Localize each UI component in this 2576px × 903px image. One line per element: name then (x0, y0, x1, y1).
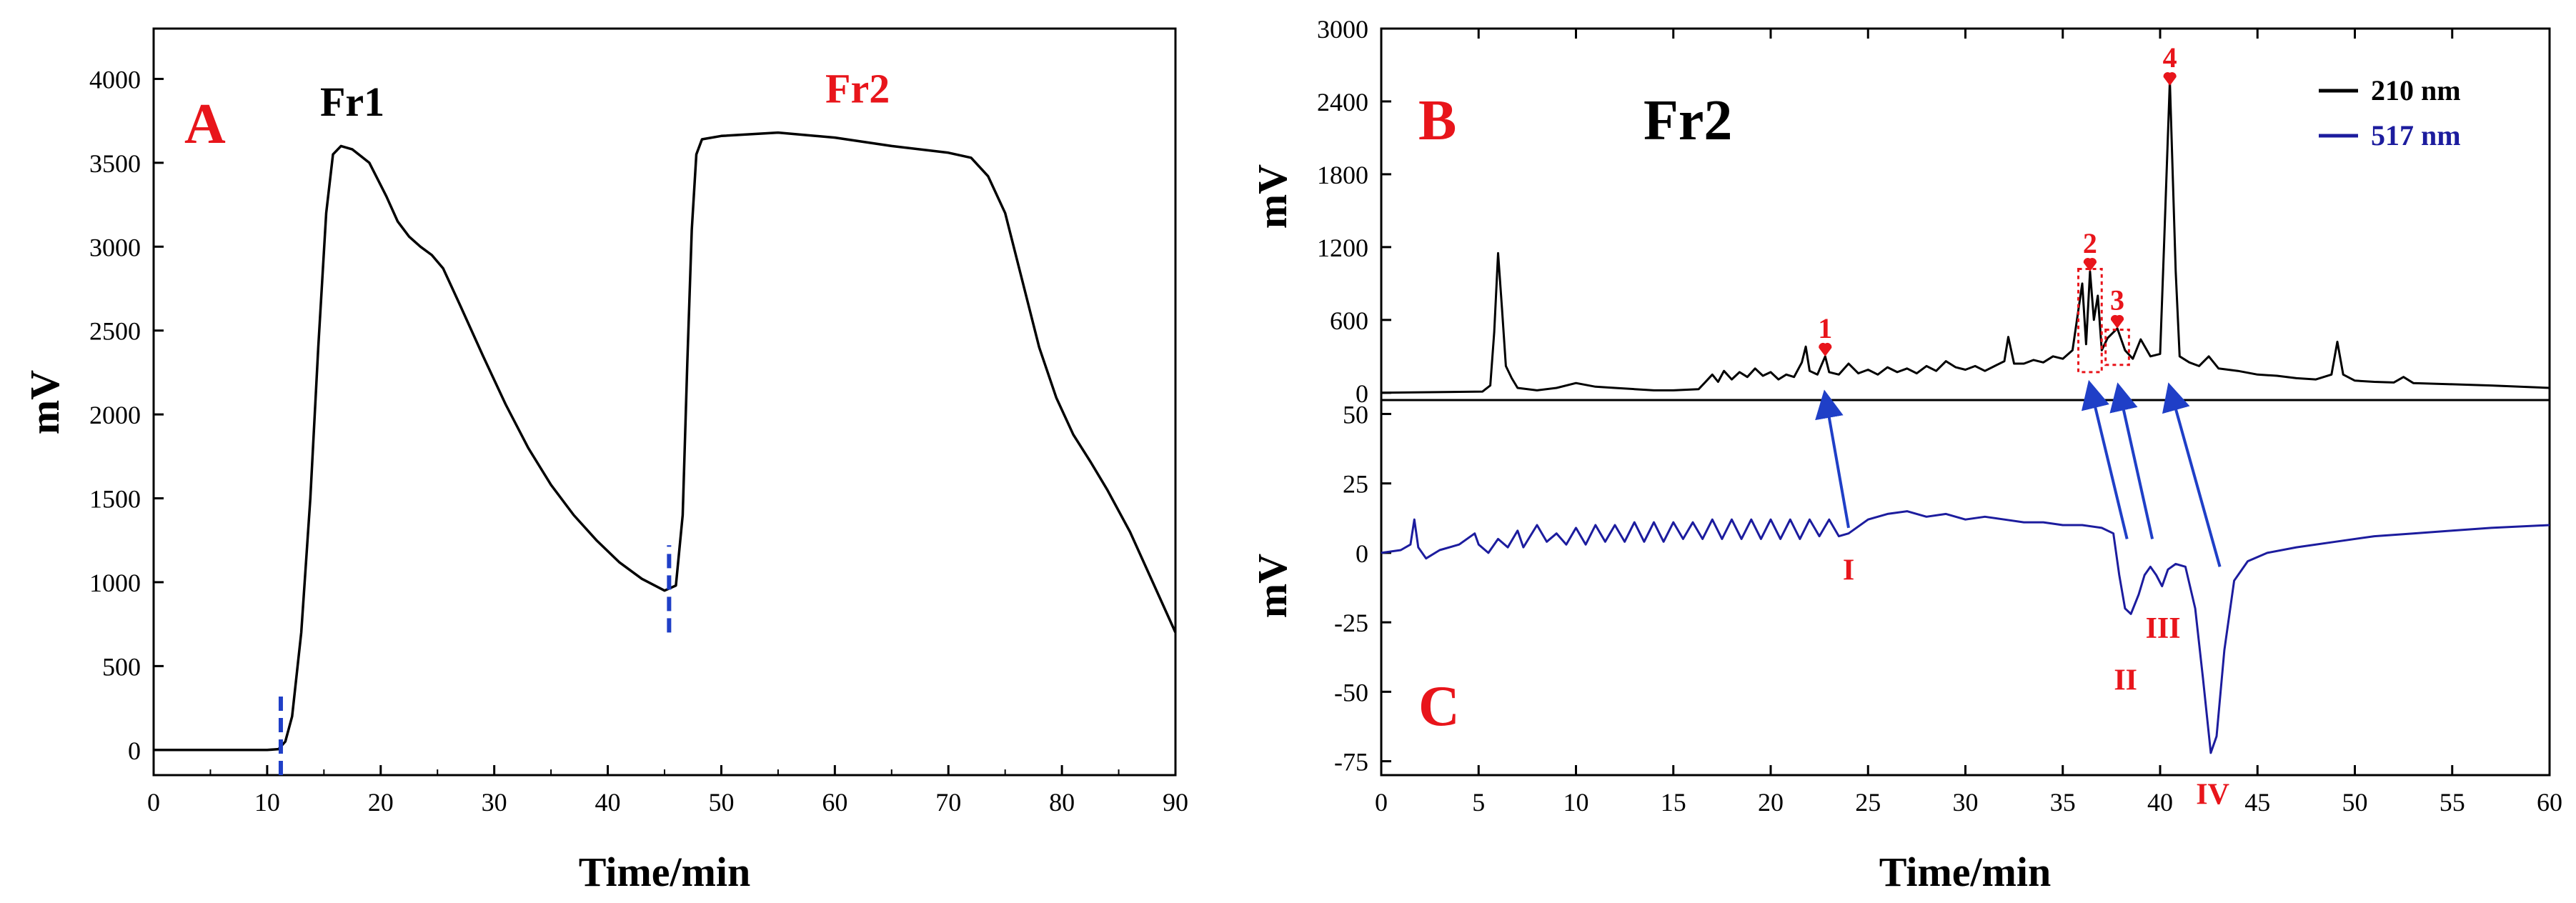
b-peak-label-2: 2 (2083, 227, 2097, 259)
a-y-tick-label: 0 (128, 737, 141, 765)
b-peak-heart-3 (2110, 314, 2124, 329)
panel-b-ylabel: mV (1249, 164, 1296, 229)
a-fraction-label: Fr1 (320, 79, 384, 125)
arrow-II-to-2 (2081, 379, 2129, 539)
panel-b-letter: B (1418, 89, 1456, 152)
a-y-tick-label: 1000 (89, 569, 141, 597)
a-y-tick-label: 3000 (89, 233, 141, 261)
a-x-tick-label: 30 (482, 788, 507, 817)
panel-b-ticks: 0 600 1200 1800 2400 3000 (1317, 15, 2551, 408)
arrow-I-to-1 (1815, 389, 1850, 529)
b-y-tick-label: 1800 (1317, 161, 1368, 189)
a-x-tick-label: 10 (254, 788, 280, 817)
b-peak-box-2 (2077, 267, 2103, 374)
b-y-tick-label: 600 (1330, 306, 1368, 335)
legend-label-210: 210 nm (2371, 74, 2461, 106)
c-x-tick-label: 45 (2244, 788, 2270, 817)
panel-c-series (1381, 510, 2550, 754)
c-x-tick-label: 0 (1375, 788, 1388, 817)
c-peak-label-I: I (1843, 554, 1854, 587)
b-peak-label-4: 4 (2163, 41, 2177, 74)
a-x-tick-label: 90 (1163, 788, 1188, 817)
legend-label-517: 517 nm (2371, 119, 2461, 151)
panel-b-series (1381, 79, 2550, 394)
panel-a-plot-area (152, 27, 1177, 777)
b-y-tick-label: 1200 (1317, 234, 1368, 262)
a-x-tick-label: 50 (708, 788, 734, 817)
c-x-tick-label: 25 (1855, 788, 1881, 817)
a-x-tick-label: 40 (595, 788, 621, 817)
c-y-tick-label: 50 (1343, 400, 1368, 429)
c-peak-label-II: II (2114, 664, 2137, 697)
c-x-tick-label: 50 (2342, 788, 2368, 817)
panel-a-ticks: 0 10 20 30 40 50 60 70 80 90 0 500 1000 1500 2000 2500 3… (89, 65, 1188, 817)
arrow-IV-to-4 (2162, 382, 2222, 567)
peak-correspondence-arrows (1815, 379, 2222, 567)
c-x-tick-label: 60 (2537, 788, 2562, 817)
c-y-tick-label: -25 (1334, 609, 1368, 637)
b-peak-heart-2 (2083, 258, 2097, 271)
c-x-tick-label: 35 (2050, 788, 2076, 817)
b-y-tick-label: 2400 (1317, 88, 1368, 116)
panel-b-fraction-label: Fr2 (1643, 89, 1732, 152)
b-peak-label-1: 1 (1818, 312, 1832, 344)
panel-b-peak-markers: 1 23 4 (1818, 41, 2177, 374)
a-x-tick-label: 70 (935, 788, 961, 817)
c-y-tick-label: 0 (1356, 539, 1368, 568)
panel-a-xlabel: Time/min (579, 849, 751, 895)
panel-c-letter: C (1418, 675, 1460, 738)
legend: 210 nm 517 nm (2319, 74, 2461, 151)
c-x-tick-label: 55 (2440, 788, 2465, 817)
c-x-tick-label: 10 (1563, 788, 1589, 817)
b-peak-heart-4 (2163, 72, 2177, 86)
a-x-tick-label: 0 (147, 788, 160, 817)
b-peak-heart-1 (1819, 342, 1832, 356)
panel-a-series (154, 131, 1177, 752)
a-y-tick-label: 2500 (89, 317, 141, 346)
a-y-tick-label: 3500 (89, 149, 141, 178)
c-y-tick-label: -50 (1334, 678, 1368, 707)
a-x-tick-label: 60 (822, 788, 847, 817)
c-x-tick-label: 40 (2147, 788, 2173, 817)
c-x-tick-label: 5 (1472, 788, 1485, 817)
panel-c-ylabel: mV (1249, 554, 1296, 618)
a-y-tick-label: 2000 (89, 401, 141, 429)
panel-a-ylabel: mV (21, 370, 68, 434)
b-peak-box-3 (2104, 328, 2130, 366)
c-y-tick-label: -75 (1334, 748, 1368, 777)
c-y-tick-label: 25 (1343, 470, 1368, 499)
a-fraction-label: Fr2 (825, 65, 890, 111)
c-line-517nm (1381, 510, 2550, 754)
a-y-tick-label: 500 (102, 652, 141, 681)
a-line-trace (154, 131, 1177, 752)
b-line-210nm (1381, 79, 2550, 394)
b-y-tick-label: 0 (1356, 379, 1368, 408)
a-x-tick-label: 80 (1049, 788, 1075, 817)
arrow-III-to-3 (2109, 382, 2154, 539)
panel-a-cut-markers (278, 545, 672, 775)
a-x-tick-label: 20 (368, 788, 394, 817)
panel-a-letter: A (184, 93, 226, 156)
c-x-tick-label: 15 (1661, 788, 1686, 817)
panel-a-labels: Fr1 Fr2 (320, 65, 890, 125)
panel-c-xlabel: Time/min (1879, 849, 2052, 895)
c-peak-label-IV: IV (2196, 779, 2229, 812)
b-peak-label-3: 3 (2110, 284, 2124, 316)
c-x-tick-label: 20 (1758, 788, 1784, 817)
c-x-tick-label: 30 (1953, 788, 1979, 817)
a-y-tick-label: 4000 (89, 65, 141, 94)
b-y-tick-label: 3000 (1317, 15, 1368, 44)
c-peak-label-III: III (2146, 612, 2181, 645)
a-y-tick-label: 1500 (89, 485, 141, 514)
panel-c-plot-area (1380, 399, 2551, 777)
